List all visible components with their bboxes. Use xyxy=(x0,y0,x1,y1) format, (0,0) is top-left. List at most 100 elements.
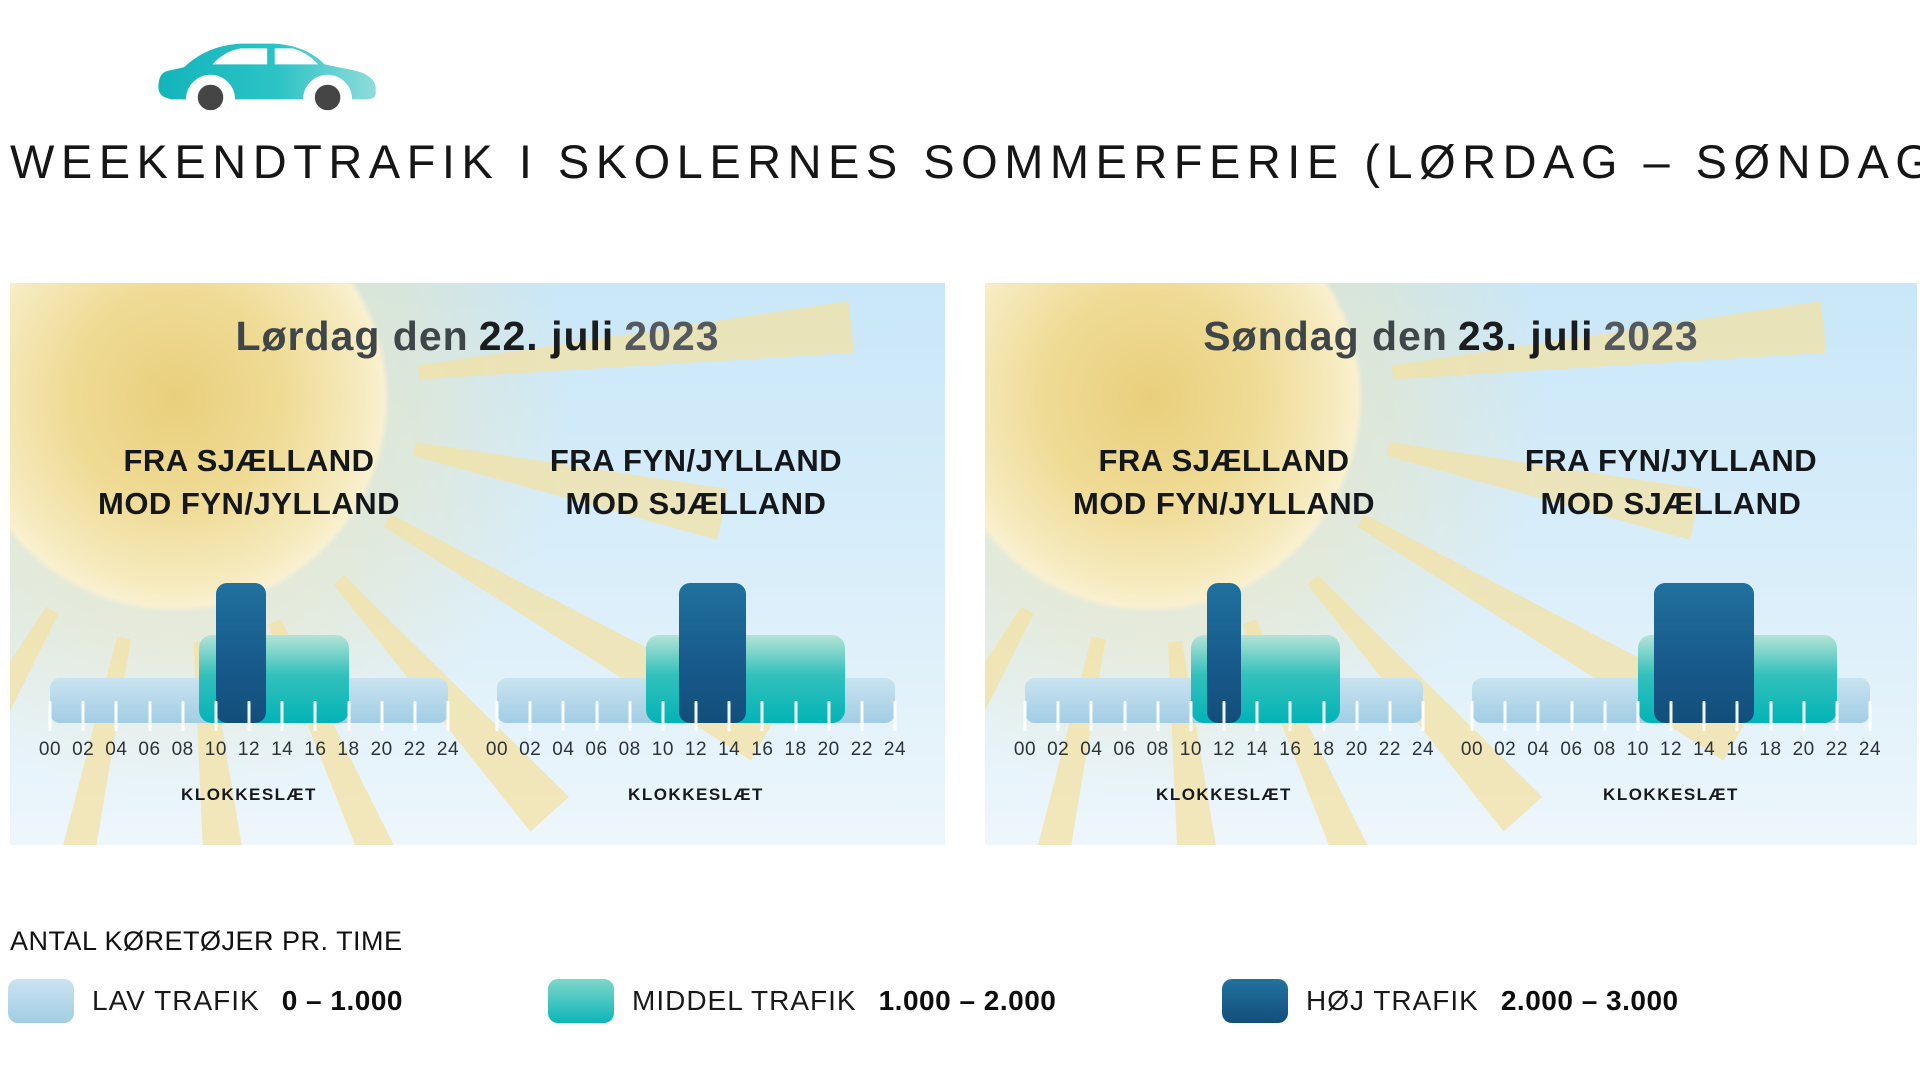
panel-title-date: 23. juli xyxy=(1457,313,1594,359)
legend-swatch-low xyxy=(8,979,74,1023)
chart-sun-from-sjaelland: FRA SJÆLLAND MOD FYN/JYLLAND 00 02 04 06 08 1… xyxy=(1014,439,1434,805)
tick-label: 16 xyxy=(304,739,327,760)
panel-title-day: Søndag den xyxy=(1203,313,1448,359)
car-wheel-front xyxy=(310,79,346,115)
traffic-band-high xyxy=(215,583,266,723)
tick-label: 22 xyxy=(1378,739,1401,760)
tick-label: 24 xyxy=(436,739,460,760)
tick-label: 02 xyxy=(519,739,542,760)
tick-label: 10 xyxy=(1179,739,1202,760)
traffic-band-mid xyxy=(646,635,846,723)
chart-title: FRA FYN/JYLLAND MOD SJÆLLAND xyxy=(497,439,895,525)
sun-ray xyxy=(1391,301,1827,380)
chart-title-line1: FRA FYN/JYLLAND xyxy=(549,443,843,478)
tick-label: 16 xyxy=(751,739,774,760)
tick-label: 00 xyxy=(1013,739,1037,760)
legend-range: 1.000 – 2.000 xyxy=(878,985,1057,1016)
legend-swatch-mid xyxy=(548,979,614,1023)
tick-label: 00 xyxy=(38,739,62,760)
tick-label: 16 xyxy=(1279,739,1302,760)
axis-tick-labels: 00 02 04 06 08 10 12 14 16 18 20 22 24 xyxy=(1461,739,1881,763)
tick-label: 12 xyxy=(1212,739,1236,760)
sun-ray xyxy=(1307,575,1543,832)
chart-title-line2: MOD FYN/JYLLAND xyxy=(98,486,400,521)
tick-label: 22 xyxy=(850,739,873,760)
tick-label: 06 xyxy=(1113,739,1136,760)
tick-label: 02 xyxy=(1047,739,1070,760)
car-wheel-rear xyxy=(193,79,228,115)
tick-label: 22 xyxy=(403,739,426,760)
panel-title-year: 2023 xyxy=(1603,313,1699,359)
page-title: WEEKENDTRAFIK I SKOLERNES SOMMERFERIE (L… xyxy=(10,135,1920,188)
legend-swatch-high xyxy=(1222,979,1288,1023)
axis-label: KLOKKESLÆT xyxy=(1156,785,1292,804)
tick-label: 20 xyxy=(1792,739,1815,760)
car-window-front xyxy=(274,48,319,65)
chart-title-line2: MOD FYN/JYLLAND xyxy=(1073,486,1375,521)
car-window-rear xyxy=(212,48,268,65)
legend-item-mid: MIDDEL TRAFIK 1.000 – 2.000 xyxy=(548,978,1056,1024)
tick-label: 02 xyxy=(1494,739,1517,760)
tick-label: 00 xyxy=(1460,739,1484,760)
tick-label: 22 xyxy=(1825,739,1848,760)
chart-title-line2: MOD SJÆLLAND xyxy=(565,486,827,521)
axis-tick-labels: 00 02 04 06 08 10 12 14 16 18 20 22 24 xyxy=(486,739,906,763)
sun-ray xyxy=(10,606,59,711)
axis-label: KLOKKESLÆT xyxy=(628,785,764,804)
chart-title-line1: FRA SJÆLLAND xyxy=(1098,443,1350,478)
panel-title-sunday: Søndag den 23. juli 2023 xyxy=(985,313,1917,360)
tick-label: 24 xyxy=(1858,739,1882,760)
traffic-band-high xyxy=(1207,583,1241,723)
sun-ray xyxy=(985,606,1034,711)
tick-label: 12 xyxy=(1659,739,1683,760)
tick-label: 10 xyxy=(1626,739,1649,760)
tick-label: 24 xyxy=(1411,739,1435,760)
traffic-band-high xyxy=(1654,583,1754,723)
sun-ray xyxy=(333,575,569,832)
sun-ray xyxy=(413,442,729,540)
tick-label: 08 xyxy=(1146,739,1169,760)
tick-label: 14 xyxy=(718,739,741,760)
tick-label: 10 xyxy=(651,739,674,760)
tick-label: 06 xyxy=(1560,739,1583,760)
tick-label: 10 xyxy=(204,739,227,760)
tick-label: 18 xyxy=(784,739,807,760)
tick-label: 04 xyxy=(105,739,128,760)
sun-disc xyxy=(10,283,390,613)
panel-saturday: Lørdag den 22. juli 2023 FRA SJÆLLAND MOD … xyxy=(10,283,945,845)
tick-label: 24 xyxy=(883,739,907,760)
tick-label: 20 xyxy=(817,739,840,760)
legend-range: 0 – 1.000 xyxy=(281,985,403,1016)
tick-label: 18 xyxy=(337,739,360,760)
car-body xyxy=(158,43,376,100)
plot-area xyxy=(495,583,897,731)
tick-label: 18 xyxy=(1759,739,1782,760)
chart-title-line1: FRA SJÆLLAND xyxy=(123,443,375,478)
chart-sun-from-fyn: FRA FYN/JYLLAND MOD SJÆLLAND 00 02 04 06 08 1… xyxy=(1461,439,1881,805)
legend-label: HØJ TRAFIK xyxy=(1306,985,1479,1016)
sun-ray xyxy=(1386,442,1701,540)
car-icon xyxy=(158,43,376,115)
tick-label: 08 xyxy=(1593,739,1616,760)
tick-label: 04 xyxy=(552,739,575,760)
tick-label: 12 xyxy=(684,739,708,760)
traffic-band-high xyxy=(679,583,746,723)
chart-sat-from-fyn: FRA FYN/JYLLAND MOD SJÆLLAND 00 02 04 06 08 1… xyxy=(486,439,906,805)
sun-disc xyxy=(985,283,1364,613)
chart-title: FRA FYN/JYLLAND MOD SJÆLLAND xyxy=(1472,439,1870,525)
legend-label: MIDDEL TRAFIK xyxy=(632,985,857,1016)
tick-label: 00 xyxy=(485,739,509,760)
panel-title-day: Lørdag den xyxy=(235,313,469,359)
plot-area xyxy=(1470,583,1872,731)
chart-title: FRA SJÆLLAND MOD FYN/JYLLAND xyxy=(50,439,448,525)
sun-ray xyxy=(417,301,854,380)
chart-title-line1: FRA FYN/JYLLAND xyxy=(1524,443,1818,478)
panel-title-saturday: Lørdag den 22. juli 2023 xyxy=(10,313,945,360)
plot-area xyxy=(48,583,450,731)
tick-label: 14 xyxy=(1246,739,1269,760)
chart-sat-from-sjaelland: FRA SJÆLLAND MOD FYN/JYLLAND 00 02 04 06 08 1… xyxy=(39,439,459,805)
tick-label: 04 xyxy=(1080,739,1103,760)
axis-label: KLOKKESLÆT xyxy=(1603,785,1739,804)
legend-heading: ANTAL KØRETØJER PR. TIME xyxy=(10,926,403,956)
